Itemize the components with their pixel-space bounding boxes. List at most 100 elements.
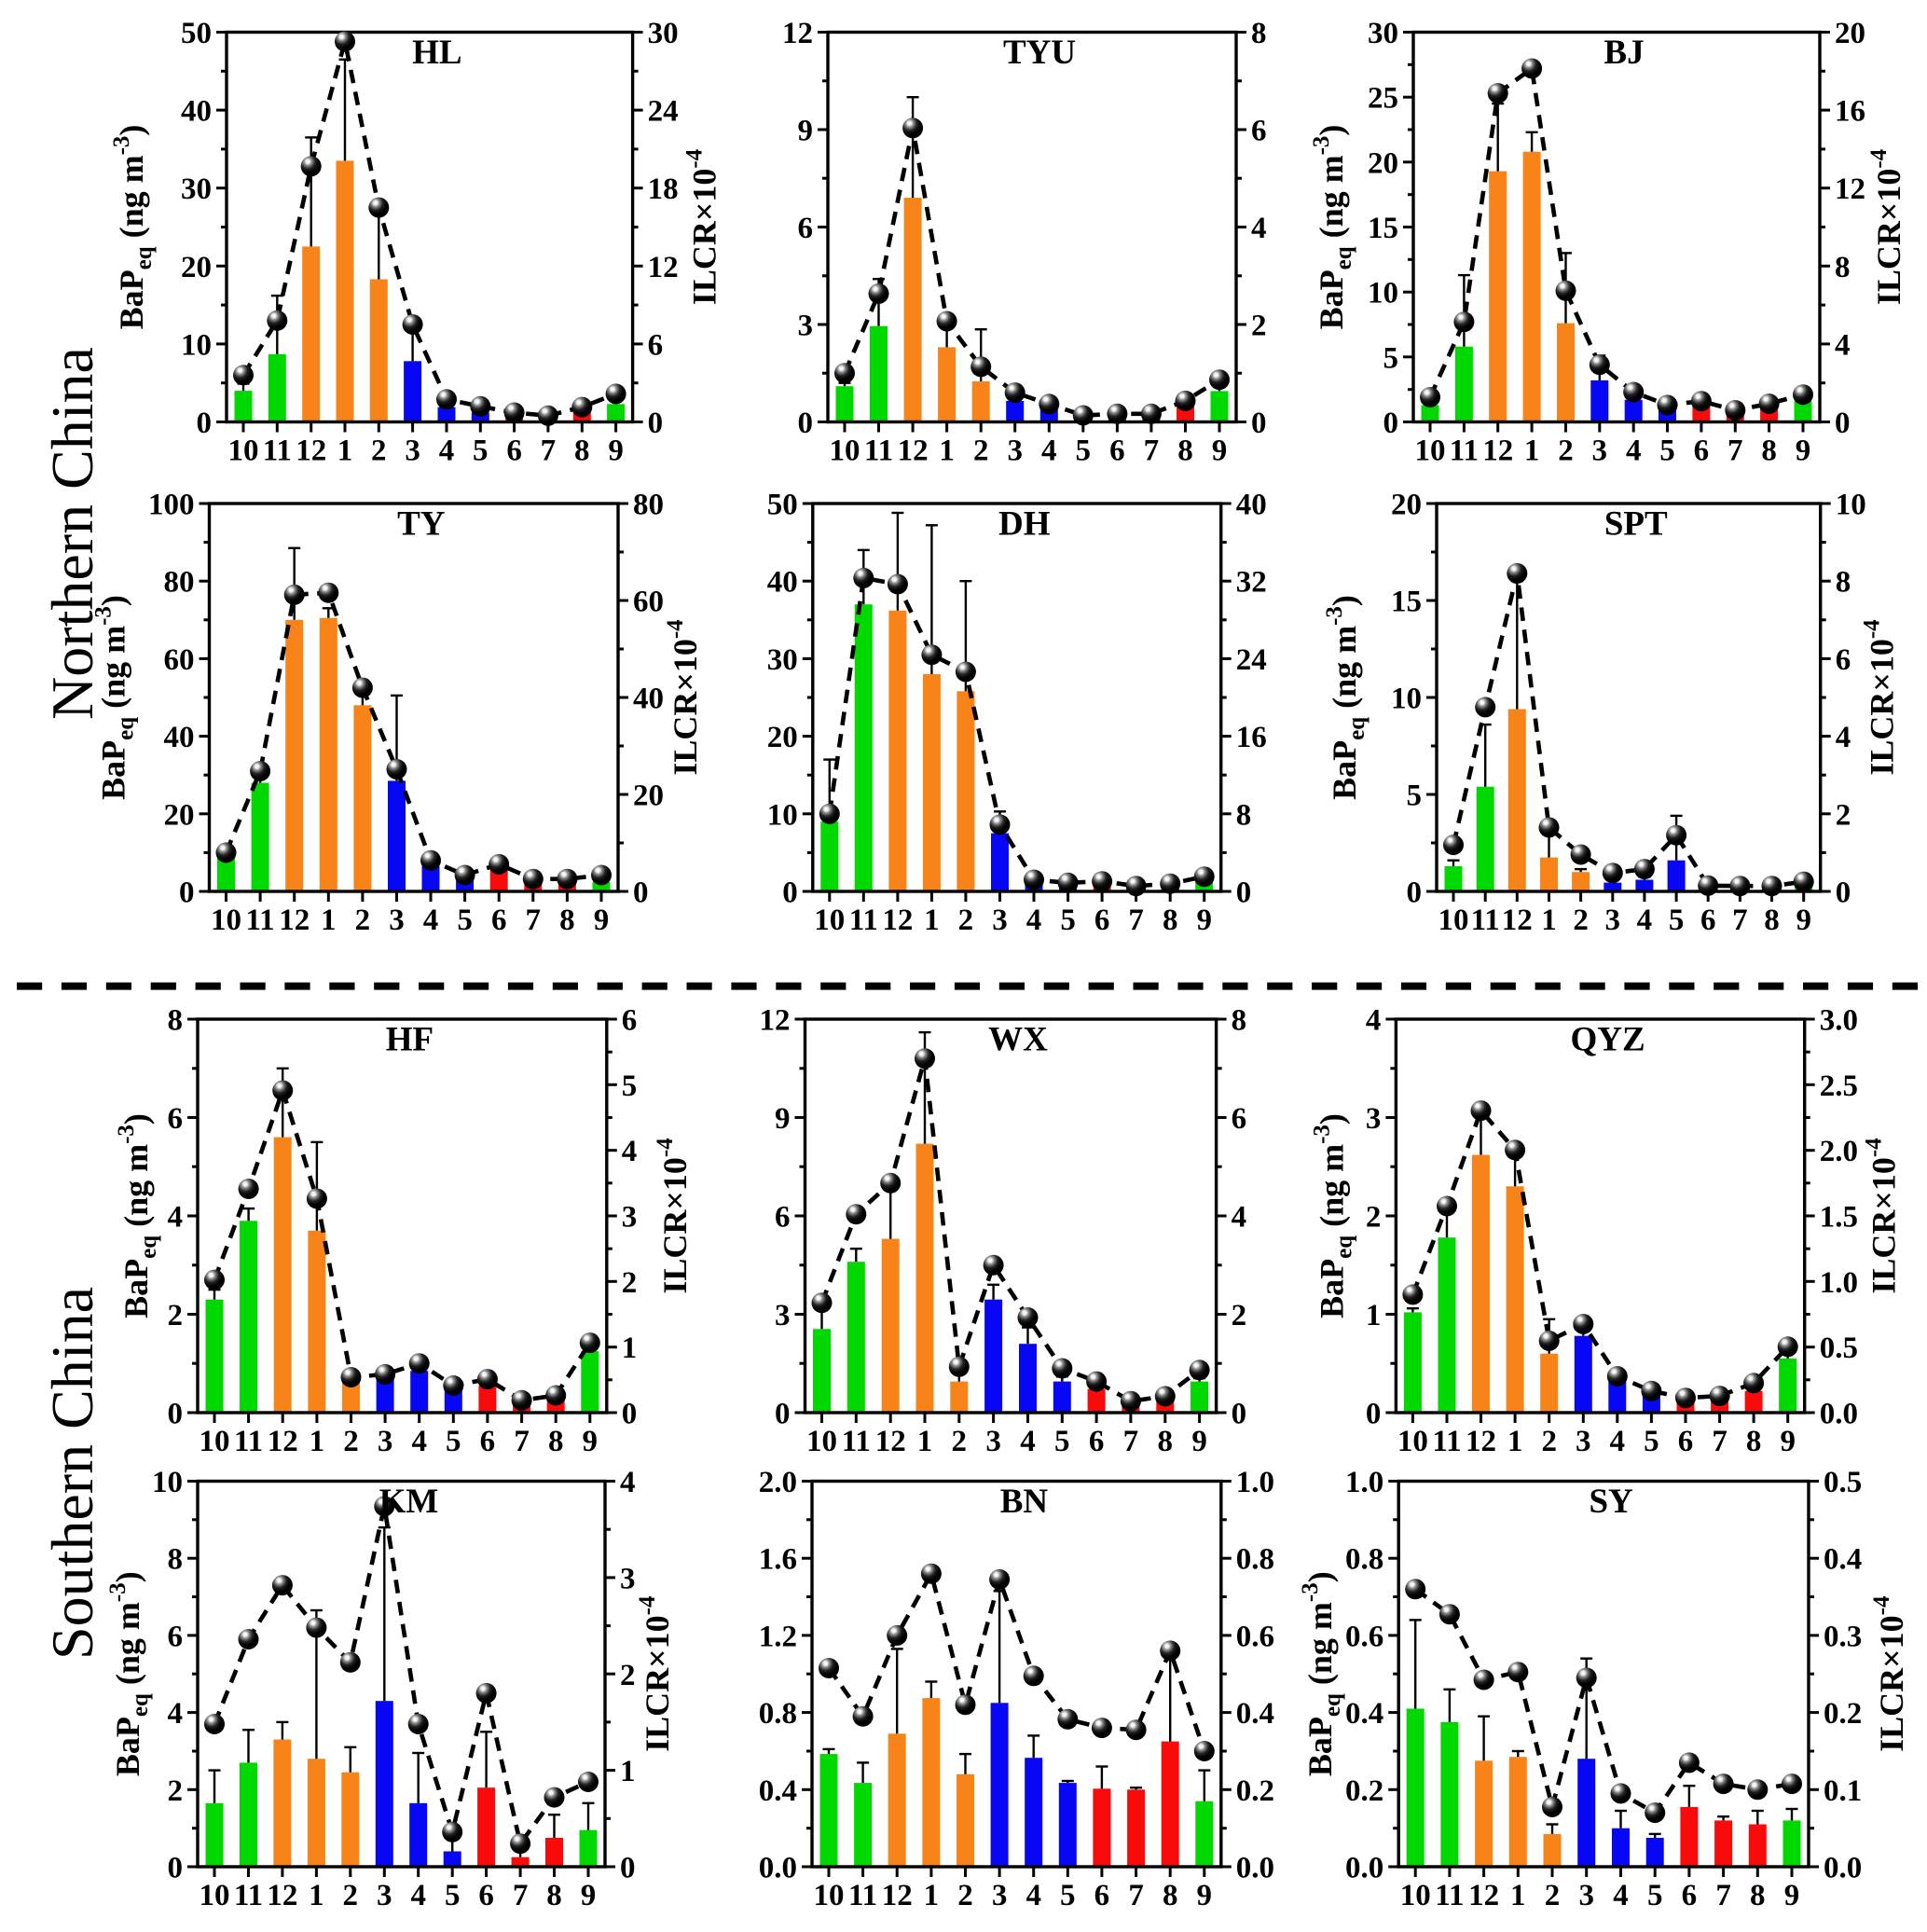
svg-text:7: 7 xyxy=(541,435,557,468)
svg-text:8: 8 xyxy=(574,435,590,468)
svg-text:25: 25 xyxy=(1368,82,1398,116)
svg-text:0: 0 xyxy=(1383,407,1399,440)
svg-text:4: 4 xyxy=(622,1135,638,1168)
svg-text:12: 12 xyxy=(898,435,929,468)
svg-text:9: 9 xyxy=(594,904,610,937)
svg-text:HF: HF xyxy=(386,1021,434,1059)
svg-text:80: 80 xyxy=(633,489,664,522)
svg-text:4: 4 xyxy=(1020,1425,1036,1458)
svg-text:5: 5 xyxy=(1383,341,1399,375)
svg-text:0.4: 0.4 xyxy=(759,1774,797,1808)
svg-text:KM: KM xyxy=(379,1483,439,1521)
svg-text:10: 10 xyxy=(814,904,845,937)
svg-text:0.0: 0.0 xyxy=(759,1852,797,1885)
svg-text:0: 0 xyxy=(1232,1398,1247,1431)
svg-text:60: 60 xyxy=(164,643,195,677)
svg-text:9: 9 xyxy=(798,115,814,148)
svg-text:0.2: 0.2 xyxy=(1236,1774,1274,1808)
svg-text:40: 40 xyxy=(633,683,664,716)
svg-text:4: 4 xyxy=(1025,1879,1041,1912)
svg-text:1: 1 xyxy=(939,435,955,468)
svg-text:20: 20 xyxy=(633,780,664,813)
svg-text:BaPeq (ng m-3): BaPeq (ng m-3) xyxy=(1298,1571,1345,1776)
svg-text:6: 6 xyxy=(480,1425,496,1458)
svg-text:3: 3 xyxy=(377,1879,392,1912)
svg-text:0: 0 xyxy=(620,1852,636,1885)
svg-text:11: 11 xyxy=(849,904,878,937)
svg-text:2: 2 xyxy=(343,1879,359,1912)
svg-text:1: 1 xyxy=(1510,1879,1526,1912)
svg-text:ILCR×10-4: ILCR×10-4 xyxy=(682,148,723,305)
svg-text:4: 4 xyxy=(1835,328,1851,362)
svg-text:4: 4 xyxy=(1610,1425,1626,1458)
svg-text:0: 0 xyxy=(1836,876,1851,910)
svg-text:6: 6 xyxy=(1836,643,1851,677)
svg-text:8: 8 xyxy=(1236,798,1252,832)
svg-text:2: 2 xyxy=(355,904,371,937)
svg-text:BaPeq (ng m-3): BaPeq (ng m-3) xyxy=(1322,595,1370,800)
svg-text:8: 8 xyxy=(168,1004,184,1038)
svg-text:4: 4 xyxy=(1232,1201,1247,1235)
svg-text:2: 2 xyxy=(168,1299,184,1332)
svg-text:SY: SY xyxy=(1589,1483,1633,1521)
svg-text:0: 0 xyxy=(775,1398,791,1431)
svg-text:11: 11 xyxy=(842,1425,871,1458)
svg-text:6: 6 xyxy=(1251,115,1267,148)
svg-text:7: 7 xyxy=(1715,1879,1731,1912)
svg-text:20: 20 xyxy=(164,798,195,832)
svg-text:4: 4 xyxy=(411,1425,427,1458)
svg-text:7: 7 xyxy=(526,904,542,937)
svg-text:2: 2 xyxy=(952,1425,968,1458)
svg-text:4: 4 xyxy=(423,904,439,937)
svg-text:1: 1 xyxy=(1507,1425,1523,1458)
svg-text:10: 10 xyxy=(228,435,259,468)
svg-text:4: 4 xyxy=(1366,1004,1382,1038)
svg-text:3.0: 3.0 xyxy=(1820,1004,1858,1038)
svg-text:0: 0 xyxy=(1835,407,1851,440)
svg-text:7: 7 xyxy=(1123,1425,1139,1458)
svg-text:2: 2 xyxy=(957,1879,973,1912)
svg-text:8: 8 xyxy=(1835,251,1851,284)
svg-text:7: 7 xyxy=(1128,904,1144,937)
svg-text:8: 8 xyxy=(1163,904,1178,937)
svg-text:4: 4 xyxy=(1041,435,1057,468)
svg-text:3: 3 xyxy=(622,1201,638,1235)
svg-text:6: 6 xyxy=(1094,904,1110,937)
svg-text:0: 0 xyxy=(798,407,814,440)
svg-text:12: 12 xyxy=(1466,1425,1496,1458)
svg-text:24: 24 xyxy=(648,95,679,129)
svg-text:0: 0 xyxy=(782,876,798,910)
svg-text:ILCR×10-4: ILCR×10-4 xyxy=(1869,1595,1910,1752)
svg-text:WX: WX xyxy=(988,1021,1048,1059)
svg-text:6: 6 xyxy=(491,904,507,937)
svg-text:6: 6 xyxy=(1232,1102,1247,1136)
svg-text:0.6: 0.6 xyxy=(1345,1620,1383,1653)
svg-text:6: 6 xyxy=(1682,1879,1698,1912)
svg-text:6: 6 xyxy=(1094,1879,1110,1912)
svg-text:12: 12 xyxy=(1502,904,1533,937)
svg-text:10: 10 xyxy=(1415,435,1446,468)
svg-text:9: 9 xyxy=(1784,1879,1800,1912)
svg-text:0: 0 xyxy=(197,407,213,440)
svg-text:1: 1 xyxy=(337,435,353,468)
svg-text:9: 9 xyxy=(775,1102,791,1136)
svg-text:3: 3 xyxy=(798,310,814,343)
svg-text:24: 24 xyxy=(1236,643,1267,677)
svg-text:3: 3 xyxy=(1578,1879,1594,1912)
svg-text:4: 4 xyxy=(1251,212,1267,245)
svg-text:0.4: 0.4 xyxy=(1824,1543,1862,1577)
svg-text:2: 2 xyxy=(371,435,387,468)
svg-text:10: 10 xyxy=(181,328,212,362)
svg-text:3: 3 xyxy=(405,435,420,468)
svg-text:10: 10 xyxy=(1836,489,1866,522)
svg-text:0: 0 xyxy=(633,876,649,910)
svg-text:7: 7 xyxy=(1727,435,1743,468)
svg-text:1: 1 xyxy=(321,904,337,937)
svg-text:0.5: 0.5 xyxy=(1820,1332,1858,1365)
svg-text:5: 5 xyxy=(446,1425,461,1458)
svg-text:15: 15 xyxy=(1391,586,1422,619)
svg-text:8: 8 xyxy=(1232,1004,1247,1038)
svg-text:4: 4 xyxy=(168,1201,184,1235)
svg-text:60: 60 xyxy=(633,586,664,619)
svg-text:9: 9 xyxy=(1796,904,1811,937)
